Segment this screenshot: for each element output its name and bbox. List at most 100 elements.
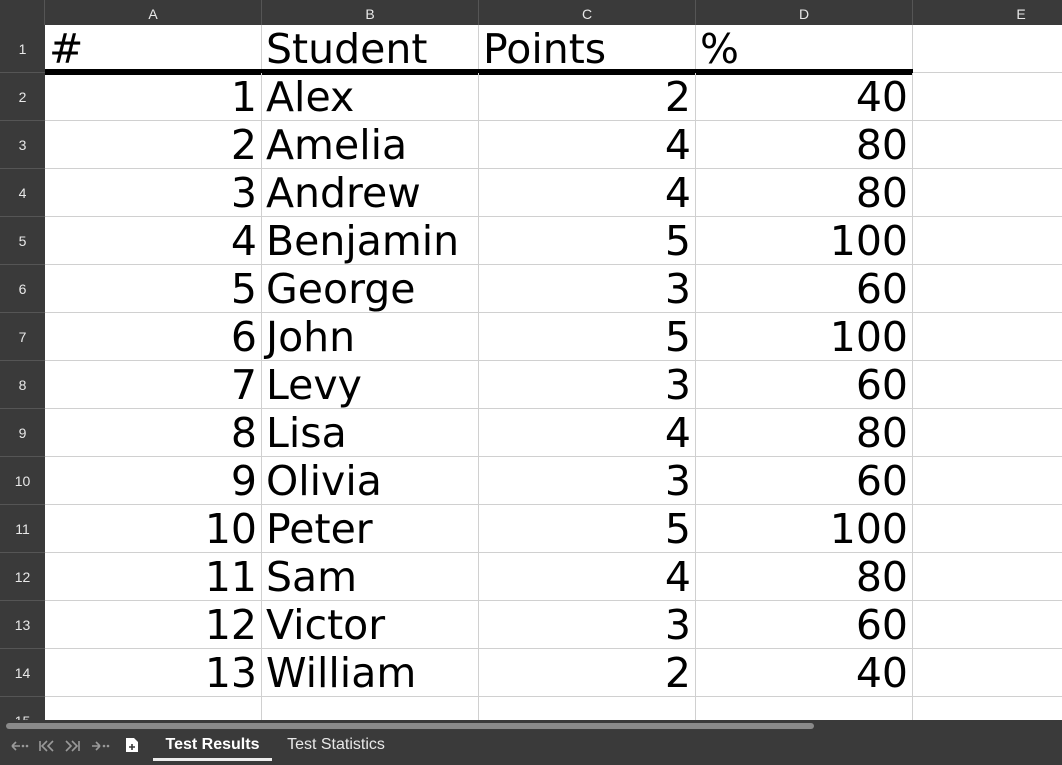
empty-cell[interactable]	[913, 73, 1062, 121]
row-header-2[interactable]: 2	[0, 73, 45, 121]
column-header-d[interactable]: D	[696, 0, 913, 25]
cell-number[interactable]: 5	[45, 265, 262, 313]
cell-percent[interactable]: 60	[696, 601, 913, 649]
cell-number[interactable]: 3	[45, 169, 262, 217]
cell-student[interactable]: Alex	[262, 73, 479, 121]
select-all-corner[interactable]	[0, 0, 45, 25]
cell-student[interactable]: Peter	[262, 505, 479, 553]
row-header-1[interactable]: 1	[0, 25, 45, 73]
tab-test-statistics[interactable]: Test Statistics	[287, 736, 385, 753]
last-sheet-icon[interactable]	[62, 736, 84, 756]
row-header-15[interactable]: 15	[0, 697, 45, 720]
row-header-6[interactable]: 6	[0, 265, 45, 313]
empty-cell[interactable]	[913, 361, 1062, 409]
empty-cell[interactable]	[913, 457, 1062, 505]
empty-cell[interactable]	[913, 169, 1062, 217]
empty-cell[interactable]	[913, 217, 1062, 265]
cell-percent[interactable]: 80	[696, 409, 913, 457]
cell-student[interactable]: Levy	[262, 361, 479, 409]
cell-student[interactable]: Benjamin	[262, 217, 479, 265]
empty-cell[interactable]	[913, 553, 1062, 601]
spreadsheet-grid[interactable]: A B C D E 1 2 3 4 5 6 7 8 9 10 11 12 13 …	[0, 0, 1062, 720]
cell-points[interactable]: 5	[479, 313, 696, 361]
cell-points[interactable]: 5	[479, 505, 696, 553]
cell-student[interactable]: Olivia	[262, 457, 479, 505]
empty-cell[interactable]	[913, 505, 1062, 553]
cell-points[interactable]: 5	[479, 217, 696, 265]
cell-points[interactable]: 4	[479, 121, 696, 169]
empty-cell[interactable]	[913, 25, 1062, 73]
empty-cell[interactable]	[913, 265, 1062, 313]
empty-cell[interactable]	[913, 697, 1062, 720]
empty-cell[interactable]	[913, 601, 1062, 649]
scrollbar-thumb[interactable]	[6, 723, 814, 729]
add-sheet-icon[interactable]	[125, 737, 139, 753]
row-header-10[interactable]: 10	[0, 457, 45, 505]
empty-cell[interactable]	[696, 697, 913, 720]
cell-student[interactable]: George	[262, 265, 479, 313]
cell-number[interactable]: 7	[45, 361, 262, 409]
cell-student[interactable]: John	[262, 313, 479, 361]
column-header-e[interactable]: E	[913, 0, 1062, 25]
empty-cell[interactable]	[913, 313, 1062, 361]
cell-percent[interactable]: 80	[696, 553, 913, 601]
row-header-14[interactable]: 14	[0, 649, 45, 697]
empty-cell[interactable]	[45, 697, 262, 720]
cell-number[interactable]: 12	[45, 601, 262, 649]
cell-number[interactable]: 11	[45, 553, 262, 601]
cell-points[interactable]: 2	[479, 649, 696, 697]
cell-student[interactable]: William	[262, 649, 479, 697]
cell-number[interactable]: 13	[45, 649, 262, 697]
row-header-8[interactable]: 8	[0, 361, 45, 409]
column-header-c[interactable]: C	[479, 0, 696, 25]
cell-student[interactable]: Sam	[262, 553, 479, 601]
cell-percent[interactable]: 100	[696, 217, 913, 265]
row-header-12[interactable]: 12	[0, 553, 45, 601]
empty-cell[interactable]	[262, 697, 479, 720]
row-header-3[interactable]: 3	[0, 121, 45, 169]
cell-points[interactable]: 4	[479, 553, 696, 601]
empty-cell[interactable]	[479, 697, 696, 720]
scroll-to-last-sheet-icon[interactable]	[89, 736, 111, 756]
row-header-7[interactable]: 7	[0, 313, 45, 361]
horizontal-scrollbar[interactable]	[0, 720, 1062, 730]
header-cell-student[interactable]: Student	[262, 25, 479, 73]
row-header-4[interactable]: 4	[0, 169, 45, 217]
header-cell-percent[interactable]: %	[696, 25, 913, 73]
header-cell-points[interactable]: Points	[479, 25, 696, 73]
cell-number[interactable]: 9	[45, 457, 262, 505]
empty-cell[interactable]	[913, 121, 1062, 169]
cell-percent[interactable]: 100	[696, 313, 913, 361]
cell-percent[interactable]: 40	[696, 73, 913, 121]
row-header-11[interactable]: 11	[0, 505, 45, 553]
cell-number[interactable]: 2	[45, 121, 262, 169]
cell-percent[interactable]: 80	[696, 121, 913, 169]
cell-points[interactable]: 3	[479, 457, 696, 505]
tab-test-results[interactable]: Test Results	[153, 736, 272, 761]
cell-student[interactable]: Lisa	[262, 409, 479, 457]
cell-percent[interactable]: 60	[696, 265, 913, 313]
cell-percent[interactable]: 100	[696, 505, 913, 553]
column-header-a[interactable]: A	[45, 0, 262, 25]
row-header-5[interactable]: 5	[0, 217, 45, 265]
cell-number[interactable]: 8	[45, 409, 262, 457]
row-header-9[interactable]: 9	[0, 409, 45, 457]
cell-number[interactable]: 1	[45, 73, 262, 121]
cell-points[interactable]: 3	[479, 361, 696, 409]
cell-points[interactable]: 3	[479, 601, 696, 649]
cell-percent[interactable]: 60	[696, 457, 913, 505]
column-header-b[interactable]: B	[262, 0, 479, 25]
cell-percent[interactable]: 80	[696, 169, 913, 217]
cell-percent[interactable]: 40	[696, 649, 913, 697]
empty-cell[interactable]	[913, 409, 1062, 457]
cell-points[interactable]: 4	[479, 409, 696, 457]
cell-percent[interactable]: 60	[696, 361, 913, 409]
row-header-13[interactable]: 13	[0, 601, 45, 649]
cell-student[interactable]: Victor	[262, 601, 479, 649]
cell-student[interactable]: Andrew	[262, 169, 479, 217]
header-cell-number[interactable]: #	[45, 25, 262, 73]
first-sheet-icon[interactable]	[35, 736, 57, 756]
cell-number[interactable]: 6	[45, 313, 262, 361]
cell-student[interactable]: Amelia	[262, 121, 479, 169]
cell-points[interactable]: 2	[479, 73, 696, 121]
